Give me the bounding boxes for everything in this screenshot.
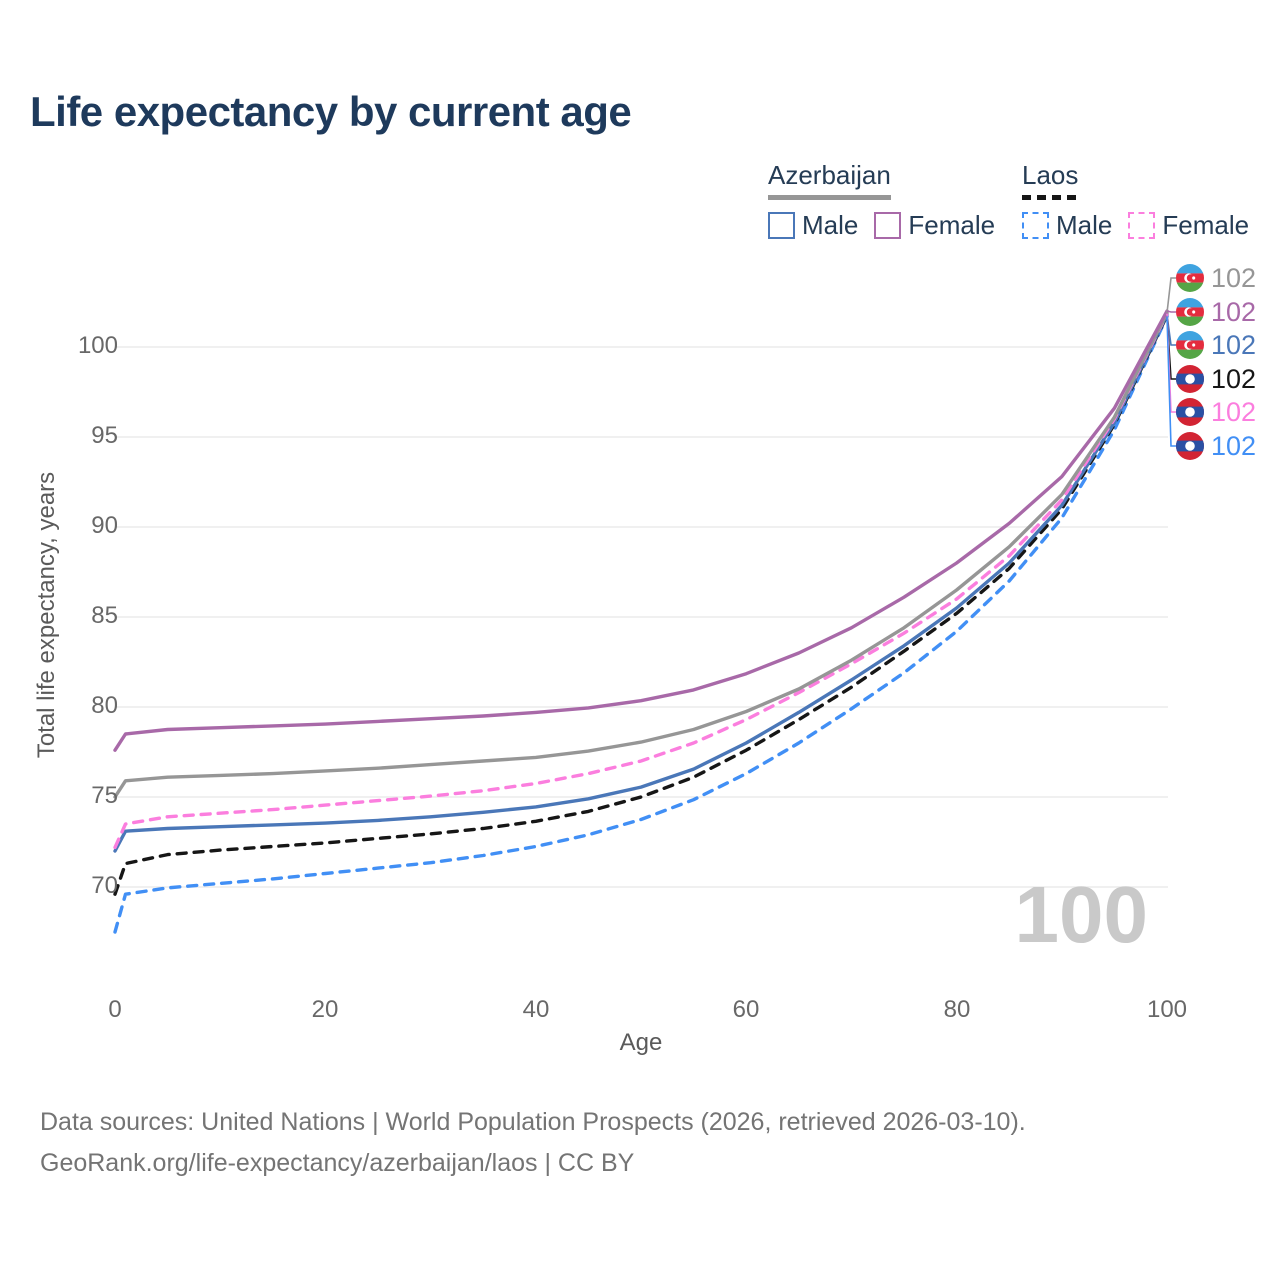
laos-male-label: Male [1056,210,1113,240]
age-counter-watermark: 100 [1015,870,1148,959]
end-label-laos-female: 102 [1176,396,1256,428]
end-value-azerbaijan-female: 102 [1211,297,1257,327]
legend-country-azerbaijan[interactable]: Azerbaijan [768,160,891,200]
azerbaijan-male-label: Male [802,210,859,240]
x-tick-20: 20 [311,996,339,1023]
legend-entry-azerbaijan-female[interactable]: Female [874,210,995,241]
end-label-azerbaijan-all: 102 [1176,262,1256,294]
y-tick-90: 90 [91,512,118,539]
laos-female-label: Female [1162,210,1250,240]
azerbaijan-flag-icon [1176,331,1204,359]
end-label-azerbaijan-male: 102 [1176,329,1256,361]
legend-entry-laos-female[interactable]: Female [1128,210,1249,241]
y-tick-70: 70 [91,872,118,899]
laos-flag-icon [1176,432,1204,460]
x-tick-40: 40 [522,996,550,1023]
data-sources-text: Data sources: United Nations | World Pop… [40,1108,1026,1136]
attribution-text: GeoRank.org/life-expectancy/azerbaijan/l… [40,1149,635,1177]
laos-male-swatch[interactable] [1022,212,1049,239]
laos-line-style-swatch [1022,195,1079,200]
x-tick-0: 0 [108,996,122,1023]
end-label-azerbaijan-female: 102 [1176,296,1256,328]
x-tick-80: 80 [943,996,971,1023]
laos-flag-icon [1176,398,1204,426]
y-tick-80: 80 [91,692,118,719]
azerbaijan-line-style-swatch [768,195,891,200]
end-value-laos-male: 102 [1211,431,1257,461]
azerbaijan-flag-icon [1176,298,1204,326]
azerbaijan-male-swatch[interactable] [768,212,795,239]
azerbaijan-female-label: Female [908,210,996,240]
laos-female-swatch[interactable] [1128,212,1156,239]
gridlines [115,346,1168,888]
legend-country-laos-label: Laos [1022,160,1079,190]
azerbaijan-flag-icon [1176,264,1204,292]
end-value-laos-female: 102 [1211,397,1257,427]
end-value-azerbaijan-all: 102 [1211,263,1257,293]
end-value-laos-all: 102 [1211,364,1257,394]
x-tick-100: 100 [1146,996,1188,1023]
page-title: Life expectancy by current age [30,88,632,135]
legend-entries-laos: Male Female [1022,210,1249,241]
leader-lines [1166,277,1176,447]
end-label-laos-male: 102 [1176,430,1256,462]
legend-entry-azerbaijan-male[interactable]: Male [768,210,858,241]
series-lines [113,309,1169,934]
legend-country-azerbaijan-label: Azerbaijan [768,160,891,190]
x-tick-60: 60 [732,996,760,1023]
y-axis-title: Total life expectancy, years [33,471,60,759]
azerbaijan-female-swatch[interactable] [874,212,902,239]
y-tick-85: 85 [91,602,118,629]
legend-group-azerbaijan: Azerbaijan Male Female [768,160,995,241]
end-value-azerbaijan-male: 102 [1211,330,1257,360]
legend-entries-azerbaijan: Male Female [768,210,995,241]
laos-flag-icon [1176,365,1204,393]
x-axis-title: Age [619,1029,663,1056]
legend-group-laos: Laos Male Female [1022,160,1249,241]
end-label-laos-all: 102 [1176,363,1256,395]
legend-entry-laos-male[interactable]: Male [1022,210,1112,241]
y-tick-100: 100 [77,332,118,359]
y-tick-95: 95 [91,422,118,449]
y-tick-75: 75 [91,782,118,809]
legend-country-laos[interactable]: Laos [1022,160,1079,200]
